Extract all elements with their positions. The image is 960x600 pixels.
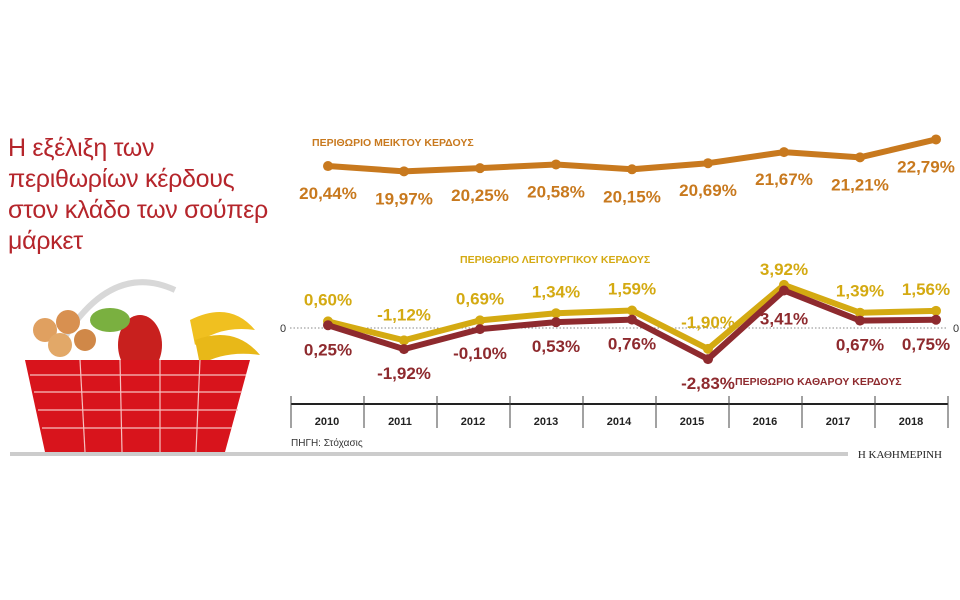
footer-rule: [10, 452, 848, 456]
data-point: [627, 164, 637, 175]
data-point: [399, 344, 409, 355]
series-name-3: ΠΕΡΙΘΩΡΙΟ ΚΑΘΑΡΟΥ ΚΕΡΔΟΥΣ: [735, 376, 902, 388]
x-tick-label: 2015: [680, 416, 704, 428]
data-point: [323, 320, 333, 331]
data-label: 19,97%: [375, 189, 433, 208]
data-label: 20,25%: [451, 186, 509, 205]
data-point: [551, 159, 561, 170]
series-name-1: ΠΕΡΙΘΩΡΙΟ ΜΕΙΚΤΟΥ ΚΕΡΔΟΥΣ: [312, 137, 474, 149]
data-point: [779, 285, 789, 296]
data-point: [475, 163, 485, 174]
data-label: 0,76%: [608, 335, 656, 354]
data-point: [931, 305, 941, 316]
data-point: [627, 305, 637, 316]
data-point: [551, 317, 561, 328]
x-tick-label: 2018: [899, 416, 923, 428]
x-tick-label: 2017: [826, 416, 850, 428]
data-point: [399, 335, 409, 346]
zero-label-right: 0: [953, 323, 959, 335]
x-tick-label: 2010: [315, 416, 339, 428]
data-label: 0,67%: [836, 336, 884, 355]
data-label: 0,60%: [304, 290, 352, 309]
data-label: 22,79%: [897, 157, 955, 176]
data-label: 20,69%: [679, 181, 737, 200]
data-label: 1,59%: [608, 280, 656, 299]
x-tick-label: 2012: [461, 416, 485, 428]
data-point: [779, 147, 789, 158]
chart-title: Η εξέλιξη των περιθωρίων κέρδους στον κλ…: [8, 134, 268, 255]
data-label: 1,39%: [836, 282, 884, 301]
series-name-2: ΠΕΡΙΘΩΡΙΟ ΛΕΙΤΟΥΡΓΙΚΟΥ ΚΕΡΔΟΥΣ: [460, 254, 650, 266]
data-label: 0,75%: [902, 335, 950, 354]
data-label: 1,56%: [902, 280, 950, 299]
data-point: [475, 315, 485, 326]
data-point: [323, 161, 333, 172]
data-label: 0,25%: [304, 340, 352, 359]
data-label: 0,53%: [532, 337, 580, 356]
data-label: -1,12%: [377, 305, 431, 324]
data-point: [855, 307, 865, 318]
data-label: -0,10%: [453, 344, 507, 363]
data-point: [627, 314, 637, 325]
data-label: -1,92%: [377, 364, 431, 383]
data-label: 3,92%: [760, 260, 808, 279]
data-point: [703, 158, 713, 169]
x-tick-label: 2014: [607, 416, 632, 428]
data-point: [703, 354, 713, 365]
data-point: [855, 152, 865, 163]
data-label: 20,58%: [527, 182, 585, 201]
data-label: -1,90%: [681, 313, 735, 332]
brand-logo-text: Η ΚΑΘΗΜΕΡΙΝΗ: [857, 449, 942, 461]
data-point: [399, 166, 409, 177]
data-label: 21,67%: [755, 170, 813, 189]
data-point: [475, 324, 485, 335]
data-point: [931, 134, 941, 145]
data-label: 1,34%: [532, 282, 580, 301]
source-note: ΠΗΓΗ: Στόχασις: [291, 438, 363, 449]
data-label: -2,83%: [681, 374, 735, 393]
data-point: [855, 315, 865, 326]
data-label: 3,41%: [760, 309, 808, 328]
shopping-basket-illustration: [25, 279, 260, 453]
data-label: 20,15%: [603, 187, 661, 206]
x-tick-label: 2011: [388, 416, 412, 428]
zero-label-left: 0: [280, 323, 286, 335]
data-label: 21,21%: [831, 175, 889, 194]
x-tick-label: 2016: [753, 416, 777, 428]
data-point: [931, 314, 941, 325]
data-point: [703, 343, 713, 354]
data-point: [551, 308, 561, 319]
data-label: 0,69%: [456, 289, 504, 308]
x-tick-label: 2013: [534, 416, 558, 428]
data-label: 20,44%: [299, 184, 357, 203]
